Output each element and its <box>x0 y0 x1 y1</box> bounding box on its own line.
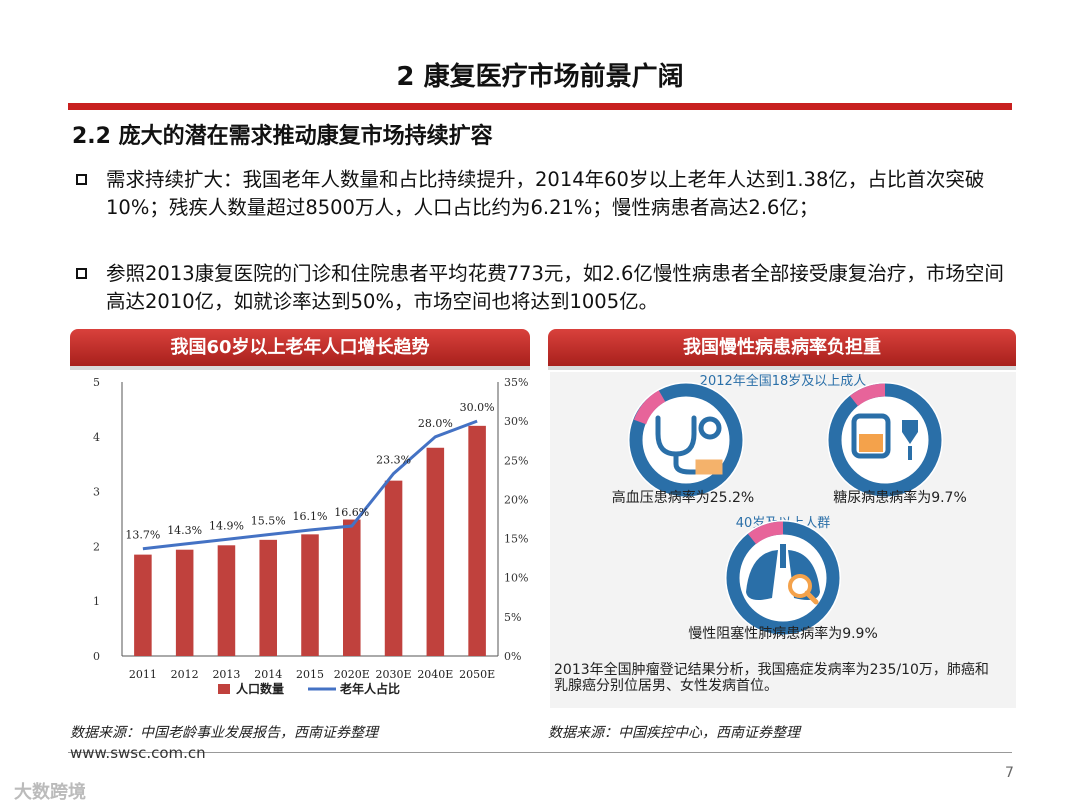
x-tick-label: 2013 <box>212 668 240 681</box>
stethoscope-icon <box>655 415 723 475</box>
data-label-ratio: 16.6% <box>334 506 369 519</box>
y-right-tick-label: 35% <box>504 376 528 389</box>
x-tick-label: 2020E <box>334 668 370 681</box>
banner-shadow-right <box>548 366 1016 370</box>
bullet-text-2: 参照2013康复医院的门诊和住院患者平均花费773元，如2.6亿慢性病患者全部接… <box>106 262 1004 313</box>
y-right-tick-label: 0% <box>504 650 521 663</box>
hypertension-label: 高血压患病率为25.2% <box>612 489 754 506</box>
bullet-item-1: 需求持续扩大：我国老年人数量和占比持续提升，2014年60岁以上老年人达到1.3… <box>76 166 1016 250</box>
diabetes-ring <box>827 382 943 498</box>
x-tick-label: 2011 <box>129 668 157 681</box>
bar-population <box>217 545 236 656</box>
data-label-ratio: 23.3% <box>376 454 411 467</box>
y-left-tick-label: 5 <box>93 376 100 389</box>
data-label-ratio: 30.0% <box>460 401 495 414</box>
x-tick-label: 2040E <box>417 668 453 681</box>
y-left-tick-label: 4 <box>93 431 100 444</box>
x-tick-label: 2030E <box>376 668 412 681</box>
data-label-ratio: 16.1% <box>293 510 328 523</box>
x-tick-label: 2012 <box>171 668 199 681</box>
bar-population <box>134 554 152 656</box>
bar-population <box>468 425 486 656</box>
data-label-ratio: 28.0% <box>418 417 453 430</box>
footer-url[interactable]: www.swsc.com.cn <box>70 744 206 762</box>
copd-ring <box>725 520 841 636</box>
y-right-tick-label: 30% <box>504 415 528 428</box>
y-left-tick-label: 1 <box>93 595 100 608</box>
bar-population <box>384 480 403 656</box>
footer-divider <box>68 752 1012 753</box>
y-right-tick-label: 20% <box>504 493 528 506</box>
bullet-item-2: 参照2013康复医院的门诊和住院患者平均花费773元，如2.6亿慢性病患者全部接… <box>76 260 1016 316</box>
y-left-tick-label: 3 <box>93 486 100 499</box>
bar-population <box>343 519 361 656</box>
y-right-tick-label: 15% <box>504 533 528 546</box>
y-left-tick-label: 2 <box>93 540 100 553</box>
page-number: 7 <box>1005 765 1014 781</box>
x-tick-label: 2050E <box>459 668 495 681</box>
bullet-text-1: 需求持续扩大：我国老年人数量和占比持续提升，2014年60岁以上老年人达到1.3… <box>106 168 985 219</box>
lungs-icon <box>746 544 820 605</box>
y-right-tick-label: 25% <box>504 454 528 467</box>
chronic-disease-infographic: 2012年全国18岁及以上成人 高血压患病率为25.2% <box>550 372 1016 708</box>
y-left-tick-label: 0 <box>93 650 100 663</box>
infographic-graphics: 2012年全国18岁及以上成人 高血压患病率为25.2% <box>612 373 967 642</box>
test-tube-icon <box>851 413 918 460</box>
y-right-tick-label: 5% <box>504 611 521 624</box>
x-tick-label: 2014 <box>254 668 282 681</box>
watermark: 大数跨境 <box>14 782 86 803</box>
legend-label-bar: 人口数量 <box>236 681 284 696</box>
banner-shadow-left <box>70 366 530 370</box>
legend-label-line: 老年人占比 <box>340 681 400 696</box>
x-tick-label: 2015 <box>296 668 324 681</box>
data-label-ratio: 14.3% <box>167 524 202 537</box>
data-label-ratio: 14.9% <box>209 519 244 532</box>
section-subtitle: 2.2 庞大的潜在需求推动康复市场持续扩容 <box>72 124 493 149</box>
copd-label: 慢性阻塞性肺病患病率为9.9% <box>688 625 878 642</box>
bar-population <box>259 539 277 656</box>
bar-population <box>426 447 445 656</box>
bar-population <box>175 549 194 656</box>
cancer-note: 2013年全国肿瘤登记结果分析，我国癌症发病率为235/10万，肺癌和乳腺癌分别… <box>554 662 989 694</box>
data-label-ratio: 15.5% <box>251 515 286 528</box>
right-source-note: 数据来源：中国疾控中心，西南证券整理 <box>548 725 800 741</box>
title-divider <box>68 103 1012 110</box>
population-chart: 0 1 2 3 4 5 0% 5% 10% 15% 20% 25% 30% 35% 2011 2012 2013… <box>93 376 528 696</box>
legend-swatch-bar <box>218 684 230 694</box>
page-title: 2 康复医疗市场前景广阔 <box>396 62 684 92</box>
chart-banner-left: 我国60岁以上老年人口增长趋势 <box>70 329 530 366</box>
hypertension-ring <box>628 382 744 498</box>
heading-2012: 2012年全国18岁及以上成人 <box>700 373 867 389</box>
left-source-note: 数据来源：中国老龄事业发展报告，西南证券整理 <box>70 725 378 741</box>
data-label-ratio: 13.7% <box>125 529 160 542</box>
square-bullet-icon <box>76 174 87 185</box>
chart-banner-right: 我国慢性病患病率负担重 <box>548 329 1016 366</box>
bar-population <box>301 534 319 656</box>
square-bullet-icon <box>76 268 87 279</box>
series-line-ratio <box>142 419 478 551</box>
y-right-tick-label: 10% <box>504 572 528 585</box>
diabetes-label: 糖尿病患病率为9.7% <box>833 489 967 506</box>
